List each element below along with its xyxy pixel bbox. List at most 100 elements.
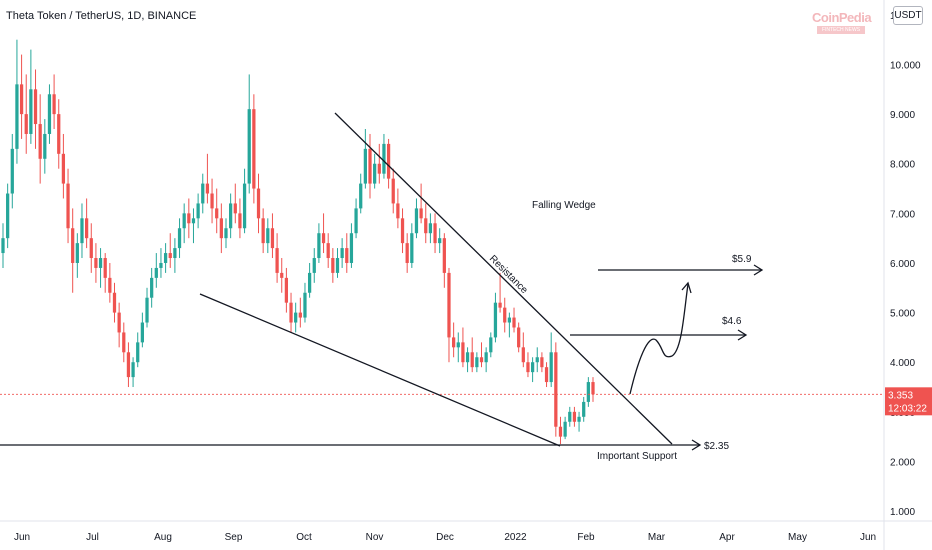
candle (205, 153, 210, 204)
candle (363, 129, 367, 189)
candle-body (526, 362, 530, 373)
candle-body (424, 218, 428, 234)
candle (33, 69, 38, 149)
candle (498, 272, 502, 313)
candle-body (377, 163, 381, 174)
candle (43, 119, 47, 174)
candle-body (507, 317, 512, 323)
coinpedia-logo: CoinPedia FINTECH NEWS (812, 10, 872, 38)
candle (94, 243, 98, 283)
chart-title: Theta Token / TetherUS, 1D, BINANCE (6, 10, 196, 22)
candle (136, 332, 140, 368)
y-tick-label: 5.000 (890, 309, 915, 320)
x-tick-label: Dec (436, 532, 454, 543)
candle (479, 342, 484, 368)
candle (503, 297, 507, 333)
candle-body (94, 258, 98, 268)
candle-body (247, 109, 251, 184)
candle-body (284, 277, 289, 303)
candle-body (554, 352, 558, 427)
candle (563, 416, 567, 440)
x-tick-label: 2022 (504, 532, 527, 543)
candle-body (433, 223, 437, 244)
candle (168, 233, 172, 268)
y-axis-ticks[interactable]: 1.0002.0003.0004.0005.0006.0007.0008.000… (890, 11, 921, 518)
candle (465, 347, 470, 373)
y-tick-label: 1.000 (890, 507, 915, 518)
candle-body (229, 203, 233, 229)
x-tick-label: Mar (648, 532, 666, 543)
candle-body (414, 208, 419, 234)
target-1-arrow-head (737, 329, 748, 341)
x-axis-ticks[interactable]: Jun Jul Aug Sep Oct Nov Dec 2022 Feb Mar Apr May Jun (14, 532, 876, 543)
candle-body (6, 193, 10, 239)
candle (229, 193, 233, 239)
x-tick-label: Sep (225, 532, 243, 543)
candle-body (391, 178, 395, 204)
candle (335, 248, 340, 278)
candle (349, 223, 354, 268)
currency-button[interactable]: USDT (893, 6, 923, 25)
candle-body (312, 258, 316, 273)
candle-body (591, 382, 595, 395)
candle-body (461, 342, 465, 363)
candle (215, 188, 219, 234)
candle-body (558, 426, 563, 437)
resistance-label: Resistance (487, 253, 530, 296)
candle (433, 213, 437, 254)
candle-body (586, 382, 590, 402)
candle-body (386, 143, 391, 179)
candle (521, 332, 525, 368)
candle-body (150, 277, 154, 298)
candle (154, 253, 158, 288)
candle-body (66, 183, 70, 229)
candle-body (52, 94, 56, 115)
candle (475, 352, 479, 373)
candle-body (521, 347, 525, 363)
candle (321, 213, 326, 254)
candle (438, 228, 442, 254)
candle (270, 213, 275, 259)
candle (493, 292, 498, 343)
candle-body (335, 258, 340, 273)
x-tick-label: Aug (154, 532, 172, 543)
pattern-label: Falling Wedge (532, 200, 596, 211)
candle (331, 248, 335, 283)
x-tick-label: Jul (86, 532, 99, 543)
candle-body (177, 228, 182, 249)
logo-name: CoinPedia (812, 10, 872, 25)
x-tick-label: May (788, 532, 807, 543)
candle-body (577, 416, 581, 422)
candle-body (215, 208, 219, 219)
y-tick-label: 9.000 (890, 110, 915, 121)
trendlines-group (0, 112, 764, 451)
candle-body (321, 233, 326, 244)
candle (317, 223, 321, 263)
candle-body (191, 218, 196, 224)
candle-body (438, 238, 442, 244)
candle-body (382, 143, 386, 174)
candle-body (428, 223, 433, 234)
candle (289, 292, 293, 333)
price-tag-value: 3.353 (888, 390, 913, 401)
candle (312, 248, 316, 283)
candle (201, 173, 205, 214)
candle (145, 287, 149, 328)
price-tag-countdown: 12:03:22 (888, 403, 927, 414)
candle-body (340, 248, 344, 259)
candle-body (489, 337, 493, 353)
candle (577, 411, 581, 432)
price-tag: 3.353 12:03:22 (885, 387, 932, 416)
candle (489, 332, 493, 358)
candle (126, 342, 131, 388)
projection-arrow-head (681, 281, 692, 294)
candle (419, 183, 423, 224)
support-level-label: $2.35 (704, 441, 729, 452)
candle (326, 233, 330, 268)
candle-body (29, 89, 33, 134)
candle-body (326, 243, 330, 259)
candle (122, 322, 126, 363)
candle-body (303, 292, 307, 318)
candle-body (498, 302, 502, 308)
